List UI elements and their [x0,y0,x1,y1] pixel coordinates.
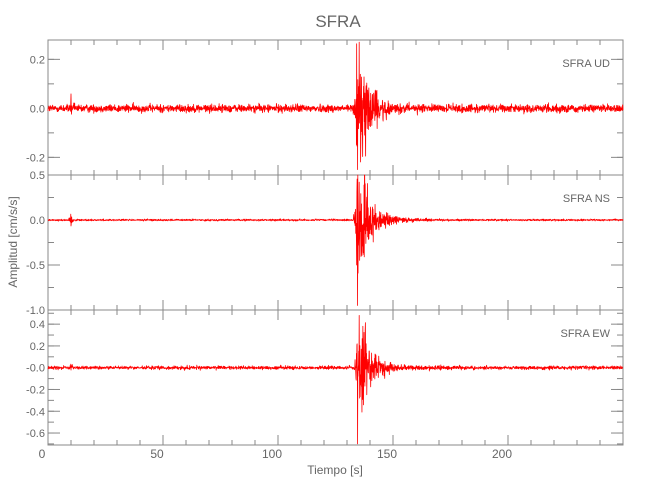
panel-frame [47,174,624,311]
panel-0: 0.2 0.0 -0.2 SFRA UD [26,39,624,176]
waveform-trace [47,174,624,306]
x-tick-label: 0 [39,447,46,461]
y-tick-label: 0.5 [30,170,45,182]
y-tick-label: 0.2 [30,341,45,353]
station-label: SFRA UD [562,58,610,70]
panel-frame [47,309,624,446]
y-tick-label: -1.0 [26,305,45,317]
waveform-trace [47,315,624,445]
y-tick-label: 0.0 [30,215,45,227]
waveform-trace [47,41,624,171]
y-tick-label: -0.2 [26,384,45,396]
y-tick-label: 0.0 [30,103,45,115]
y-tick-label: -0.2 [26,152,45,164]
y-tick-label: -0.6 [26,428,45,440]
y-tick-label: 0.4 [30,319,45,331]
y-tick-label: -0.0 [26,363,45,375]
chart-title: SFRA [315,12,361,31]
station-label: SFRA EW [560,328,610,340]
x-tick-label: 200 [492,447,512,461]
x-axis-label: Tiempo [s] [307,463,363,477]
y-tick-label: -0.4 [26,406,45,418]
x-tick-label: 50 [150,447,164,461]
panel-2: 0.4 0.2 -0.0 -0.2 -0.4 -0.6 SFRA EW [26,309,624,446]
y-tick-label: 0.2 [30,54,45,66]
y-tick-label: -0.5 [26,260,45,272]
x-tick-label: 150 [377,447,397,461]
station-label: SFRA NS [563,193,610,205]
x-tick-label: 100 [262,447,282,461]
y-axis-label: Amplitud [cm/s/s] [6,196,20,287]
panel-1: 0.5 0.0 -0.5 -1.0 SFRA NS [26,170,624,317]
